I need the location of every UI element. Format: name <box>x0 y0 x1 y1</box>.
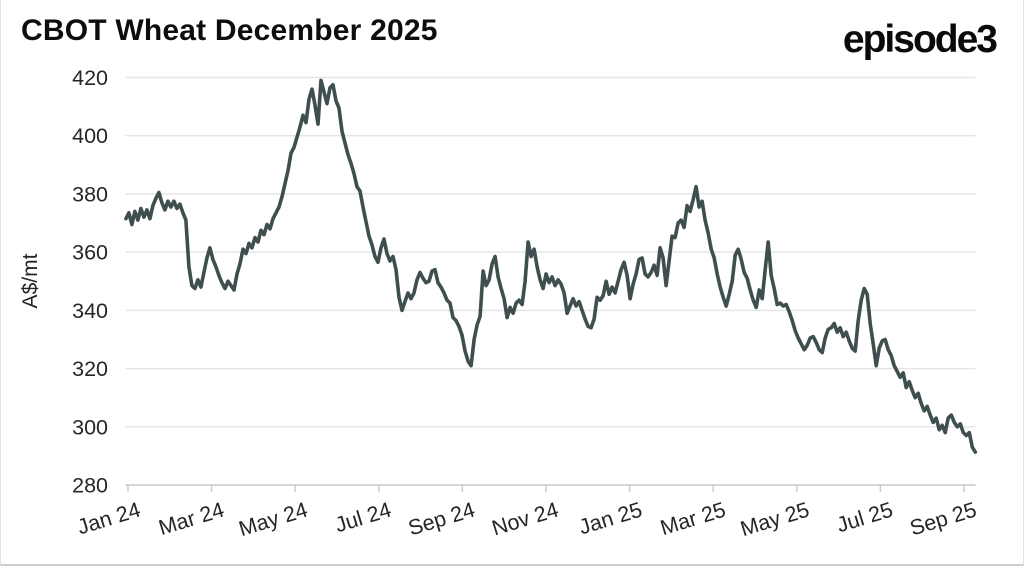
svg-text:May 25: May 25 <box>738 498 812 542</box>
price-line <box>124 78 978 454</box>
svg-text:300: 300 <box>72 415 108 439</box>
svg-text:360: 360 <box>72 241 108 265</box>
brand-logo: episode3 <box>842 18 998 61</box>
y-axis-title: A$/mt <box>19 253 42 308</box>
svg-text:May 24: May 24 <box>236 498 310 542</box>
svg-text:340: 340 <box>72 299 108 323</box>
svg-text:Sep 24: Sep 24 <box>405 498 477 541</box>
svg-text:Mar 24: Mar 24 <box>156 498 227 541</box>
x-axis-tick-labels: Jan 24 Mar 24 May 24 Jul 24 Sep 24 Nov 24 Jan … <box>74 498 979 542</box>
svg-text:320: 320 <box>72 357 108 381</box>
svg-text:400: 400 <box>72 124 108 148</box>
svg-text:Jan 25: Jan 25 <box>576 498 645 540</box>
svg-text:Jul 24: Jul 24 <box>332 498 394 538</box>
svg-text:Sep 25: Sep 25 <box>907 498 979 541</box>
svg-text:Jan 24: Jan 24 <box>74 498 143 540</box>
x-axis <box>125 484 976 492</box>
svg-text:Nov 24: Nov 24 <box>489 498 561 541</box>
page-title: CBOT Wheat December 2025 <box>21 14 438 47</box>
svg-text:380: 380 <box>72 182 108 206</box>
svg-text:Mar 25: Mar 25 <box>657 498 728 541</box>
gridlines <box>125 76 976 428</box>
y-axis-tick-labels: 280 300 320 340 360 380 400 420 <box>72 66 108 498</box>
svg-text:280: 280 <box>72 474 108 498</box>
svg-text:420: 420 <box>72 66 108 90</box>
svg-text:Jul 25: Jul 25 <box>834 498 896 538</box>
